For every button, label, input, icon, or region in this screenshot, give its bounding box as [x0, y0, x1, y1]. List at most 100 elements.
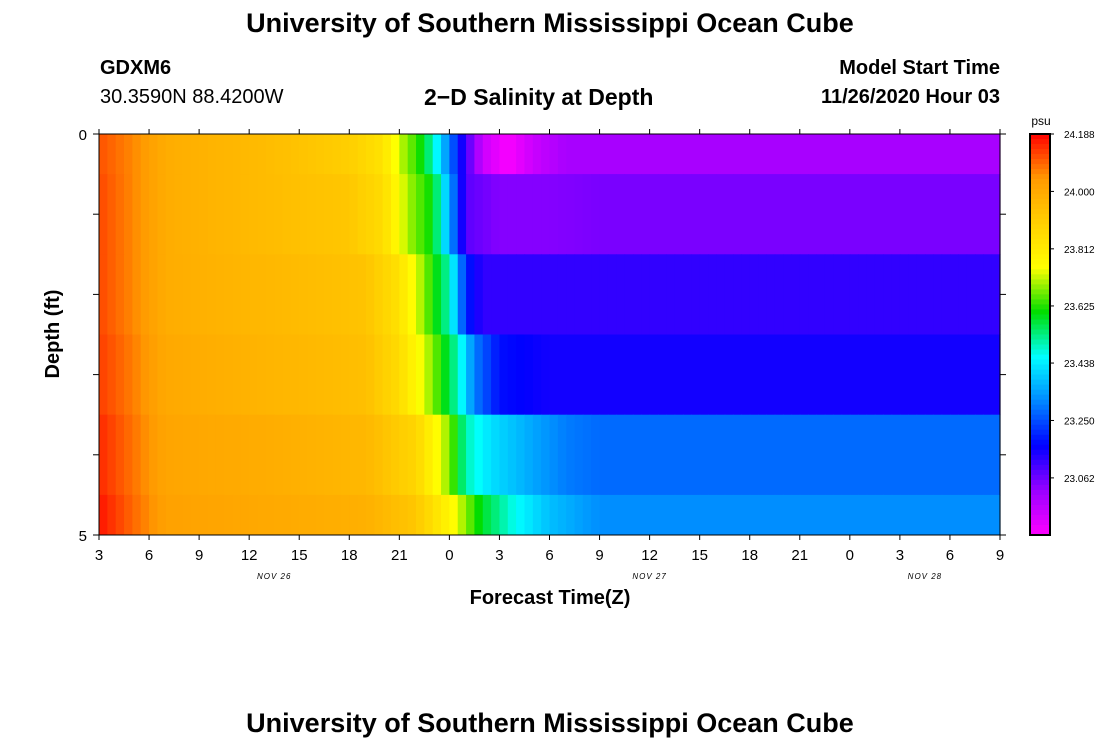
heatmap-cell	[941, 134, 951, 175]
heatmap-cell	[290, 134, 300, 175]
heatmap-cell	[591, 494, 601, 536]
heatmap-cell	[190, 334, 200, 416]
heatmap-cell	[449, 414, 459, 496]
heatmap-cell	[541, 174, 551, 255]
heatmap-cell	[891, 134, 901, 175]
heatmap-cell	[240, 134, 250, 175]
heatmap-cell	[224, 134, 234, 175]
heatmap-cell	[349, 414, 359, 496]
heatmap-cell	[365, 334, 375, 416]
heatmap-cell	[374, 174, 384, 255]
heatmap-cell	[766, 414, 776, 496]
heatmap-cell	[424, 174, 434, 255]
heatmap-cell	[691, 414, 701, 496]
x-tick-label: 9	[996, 547, 1004, 564]
heatmap-cell	[132, 254, 142, 335]
heatmap-cell	[749, 494, 759, 536]
heatmap-cell	[791, 174, 801, 255]
heatmap-cell	[666, 414, 676, 496]
heatmap-cell	[883, 174, 893, 255]
heatmap-cell	[132, 334, 142, 416]
heatmap-cell	[249, 134, 259, 175]
colorbar-segment	[1030, 499, 1050, 506]
heatmap-cell	[124, 134, 133, 175]
heatmap-cell	[532, 174, 542, 255]
heatmap-cell	[365, 254, 375, 335]
heatmap-cell	[107, 414, 117, 496]
heatmap-cell	[382, 254, 392, 335]
chart-subtitle: 2−D Salinity at Depth	[424, 84, 654, 110]
heatmap-cell	[224, 254, 234, 335]
heatmap-cell	[916, 174, 926, 255]
heatmap-cell	[441, 254, 450, 335]
heatmap-cell	[207, 254, 217, 335]
heatmap-cell	[332, 334, 342, 416]
heatmap-cell	[132, 174, 142, 255]
heatmap-cell	[899, 334, 909, 416]
heatmap-cell	[516, 494, 526, 536]
x-axis-label: Forecast Time(Z)	[470, 587, 631, 609]
heatmap-cell	[491, 254, 501, 335]
colorbar-segment	[1030, 344, 1050, 351]
heatmap-cell	[282, 334, 292, 416]
heatmap-cell	[190, 414, 200, 496]
heatmap-cell	[432, 174, 442, 255]
heatmap-cell	[549, 414, 559, 496]
colorbar-segment	[1030, 454, 1050, 461]
heatmap-cell	[157, 494, 167, 536]
heatmap-cell	[99, 134, 108, 175]
heatmap-cell	[574, 174, 584, 255]
heatmap-cell	[132, 134, 142, 175]
heatmap-cell	[549, 494, 559, 536]
heatmap-cell	[749, 174, 759, 255]
heatmap-cell	[115, 334, 125, 416]
x-tick-label: 12	[641, 547, 658, 564]
heatmap-cell	[432, 254, 442, 335]
heatmap-cell	[457, 334, 467, 416]
colorbar-segment	[1030, 314, 1050, 321]
heatmap-cell	[140, 254, 150, 335]
colorbar-tick-label: 23.438	[1064, 359, 1095, 370]
heatmap-cell	[632, 414, 642, 496]
heatmap-cell	[949, 334, 959, 416]
heatmap-cell	[190, 174, 200, 255]
heatmap-cell	[791, 254, 801, 335]
heatmap-cell	[891, 174, 901, 255]
heatmap-cell	[215, 494, 225, 536]
heatmap-cell	[107, 174, 117, 255]
heatmap-cell	[966, 254, 976, 335]
colorbar-segment	[1030, 239, 1050, 245]
heatmap-cell	[624, 254, 634, 335]
heatmap-cell	[766, 134, 776, 175]
heatmap-cell	[616, 334, 626, 416]
heatmap-cell	[374, 134, 384, 175]
heatmap-cell	[174, 254, 184, 335]
heatmap-cell	[249, 414, 259, 496]
heatmap-cell	[891, 254, 901, 335]
heatmap-cell	[199, 494, 209, 536]
heatmap-cell	[749, 134, 759, 175]
colorbar-segment	[1030, 254, 1050, 260]
heatmap-cell	[582, 174, 592, 255]
colorbar-segment	[1030, 504, 1050, 511]
heatmap-cell	[416, 174, 425, 255]
heatmap-cell	[883, 134, 893, 175]
heatmap-cell	[299, 414, 309, 496]
heatmap-cell	[874, 494, 884, 536]
heatmap-cell	[849, 494, 859, 536]
heatmap-cell	[165, 174, 175, 255]
heatmap-cell	[933, 334, 943, 416]
heatmap-cell	[541, 494, 551, 536]
heatmap-cell	[649, 414, 659, 496]
x-tick-label: 3	[95, 547, 103, 564]
heatmap-cell	[641, 494, 651, 536]
heatmap-cell	[808, 174, 818, 255]
heatmap-cell	[165, 494, 175, 536]
heatmap-cell	[966, 494, 976, 536]
heatmap-cell	[207, 174, 217, 255]
heatmap-cell	[407, 494, 417, 536]
heatmap-cell	[749, 254, 759, 335]
heatmap-cell	[833, 494, 843, 536]
heatmap-cell	[949, 494, 959, 536]
heatmap-cell	[140, 174, 150, 255]
